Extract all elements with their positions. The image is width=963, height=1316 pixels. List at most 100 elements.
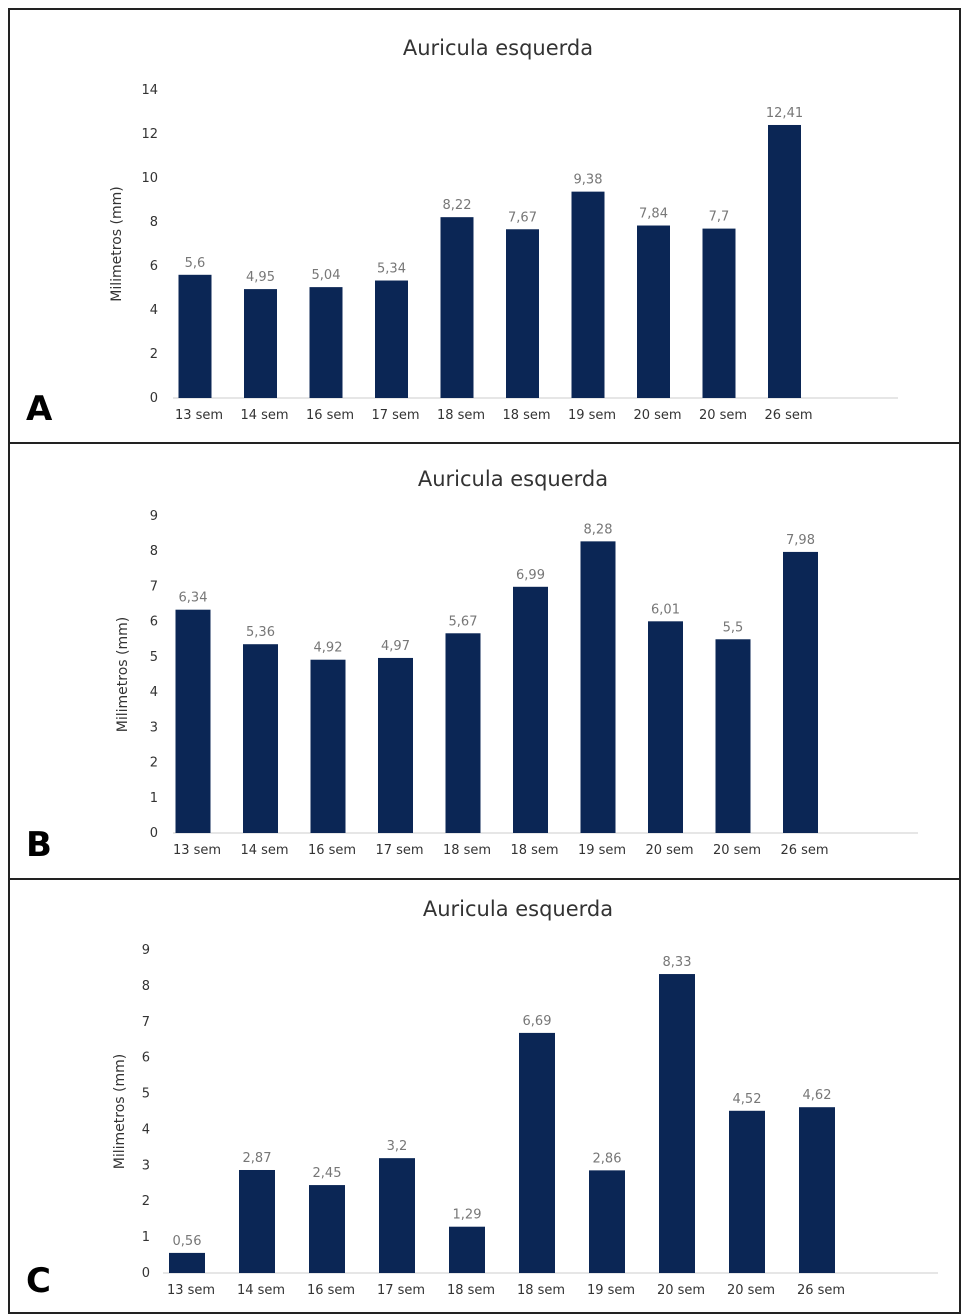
- data-label: 0,56: [173, 1234, 202, 1249]
- bar: [178, 274, 212, 398]
- chart-panel-a: Auricula esquerda Milimetros (mm) 0 2 4 6 8 10 1…: [8, 8, 961, 442]
- bar-chart-c: Auricula esquerda Milimetros (mm) 0 1 2 3 4 5 6 7…: [26, 897, 938, 1301]
- x-tick-label: 19 sem: [587, 1283, 635, 1298]
- bar: [783, 551, 818, 833]
- x-tick-label: 26 sem: [797, 1283, 845, 1298]
- data-label: 8,28: [584, 522, 613, 537]
- x-tick-label: 20 sem: [699, 408, 747, 423]
- data-label: 5,5: [723, 620, 744, 635]
- y-tick-label: 12: [141, 127, 158, 142]
- chart-title: Auricula esquerda: [418, 467, 608, 491]
- x-tick-label: 17 sem: [371, 408, 419, 423]
- y-tick-label: 14: [141, 83, 158, 98]
- y-tick-label: 8: [142, 979, 150, 994]
- bar: [449, 1226, 485, 1273]
- y-axis-label: Milimetros (mm): [112, 1054, 128, 1169]
- bar: [310, 659, 346, 833]
- data-label: 4,95: [246, 270, 275, 285]
- panel-divider: [8, 878, 961, 880]
- data-label: 3,2: [387, 1139, 408, 1154]
- data-label: 5,36: [246, 625, 275, 640]
- data-label: 2,45: [313, 1166, 342, 1181]
- data-label: 4,52: [733, 1092, 762, 1107]
- panel-divider: [8, 442, 961, 444]
- bar: [506, 229, 539, 398]
- bar: [637, 225, 670, 398]
- panel-letter: A: [26, 389, 53, 429]
- x-tick-label: 26 sem: [780, 843, 828, 858]
- y-tick-label: 1: [142, 1230, 150, 1245]
- chart-title: Auricula esquerda: [423, 897, 613, 921]
- chart-panel-b: Auricula esquerda Milimetros (mm) 0 1 2 3 4 5 6 7…: [8, 444, 961, 878]
- x-tick-label: 26 sem: [764, 408, 812, 423]
- x-tick-label: 19 sem: [568, 408, 616, 423]
- y-tick-label: 9: [150, 509, 158, 524]
- x-tick-label: 18 sem: [447, 1283, 495, 1298]
- bar: [243, 644, 278, 833]
- y-tick-label: 0: [142, 1266, 150, 1281]
- y-tick-label: 0: [150, 391, 158, 406]
- data-label: 7,84: [639, 207, 668, 222]
- y-tick-label: 2: [142, 1194, 150, 1209]
- bar-chart-b: Auricula esquerda Milimetros (mm) 0 1 2 3 4 5 6 7…: [26, 467, 918, 865]
- y-tick-label: 5: [142, 1087, 150, 1102]
- bar: [309, 287, 343, 398]
- y-tick-label: 4: [150, 685, 158, 700]
- data-label: 4,62: [803, 1088, 832, 1103]
- bar: [440, 217, 474, 398]
- y-tick-label: 8: [150, 215, 158, 230]
- x-tick-label: 20 sem: [657, 1283, 705, 1298]
- data-label: 6,69: [523, 1014, 552, 1029]
- bar: [659, 974, 695, 1273]
- x-tick-label: 13 sem: [175, 408, 223, 423]
- data-label: 4,92: [314, 641, 343, 656]
- bar: [378, 657, 413, 833]
- x-tick-label: 20 sem: [633, 408, 681, 423]
- x-tick-label: 19 sem: [578, 843, 626, 858]
- y-tick-label: 2: [150, 347, 158, 362]
- chart-panel-c: Auricula esquerda Milimetros (mm) 0 1 2 3 4 5 6 7…: [8, 880, 961, 1314]
- bar: [239, 1169, 275, 1273]
- data-label: 8,22: [443, 198, 472, 213]
- chart-title: Auricula esquerda: [403, 36, 593, 60]
- data-label: 7,98: [786, 533, 815, 548]
- data-label: 5,6: [185, 256, 206, 271]
- bar: [580, 541, 616, 833]
- x-tick-label: 16 sem: [307, 1283, 355, 1298]
- y-tick-label: 1: [150, 791, 158, 806]
- x-tick-label: 16 sem: [308, 843, 356, 858]
- data-label: 2,87: [243, 1151, 272, 1166]
- x-tick-label: 18 sem: [517, 1283, 565, 1298]
- y-tick-label: 10: [141, 171, 158, 186]
- y-tick-label: 3: [150, 720, 158, 735]
- x-tick-label: 18 sem: [437, 408, 485, 423]
- y-tick-label: 6: [142, 1051, 150, 1066]
- data-label: 5,67: [449, 614, 478, 629]
- y-axis-label: Milimetros (mm): [115, 617, 131, 732]
- x-tick-label: 13 sem: [167, 1283, 215, 1298]
- data-label: 4,97: [381, 639, 410, 654]
- x-tick-label: 20 sem: [727, 1283, 775, 1298]
- x-tick-label: 18 sem: [443, 843, 491, 858]
- bar: [729, 1110, 765, 1273]
- panel-letter: B: [26, 825, 52, 865]
- x-tick-label: 14 sem: [240, 843, 288, 858]
- x-tick-label: 17 sem: [375, 843, 423, 858]
- y-tick-label: 0: [150, 826, 158, 841]
- bar: [589, 1170, 625, 1273]
- data-label: 1,29: [453, 1208, 482, 1223]
- data-label: 5,34: [377, 262, 406, 277]
- bar: [571, 191, 605, 398]
- bar: [309, 1185, 345, 1273]
- y-tick-label: 9: [142, 943, 150, 958]
- y-tick-label: 6: [150, 259, 158, 274]
- y-tick-label: 4: [150, 303, 158, 318]
- x-tick-label: 18 sem: [502, 408, 550, 423]
- data-label: 7,67: [508, 210, 537, 225]
- bar: [169, 1252, 205, 1273]
- x-tick-label: 20 sem: [645, 843, 693, 858]
- bar: [715, 639, 751, 833]
- x-tick-label: 20 sem: [713, 843, 761, 858]
- bar: [648, 621, 683, 833]
- bar: [445, 633, 481, 833]
